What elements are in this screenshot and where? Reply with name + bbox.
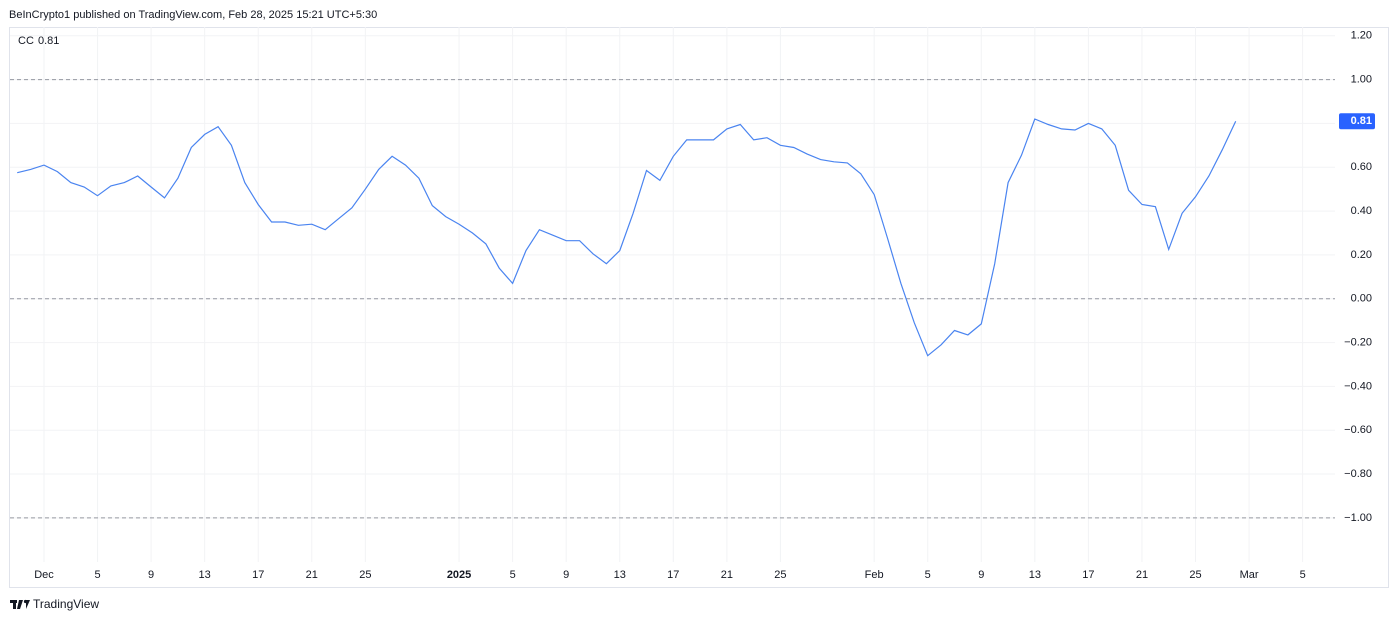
y-tick-label: 0.60 <box>1351 161 1372 173</box>
x-tick-label: Feb <box>865 569 884 581</box>
y-tick-label: 1.00 <box>1351 74 1372 86</box>
frame <box>9 27 1389 588</box>
last-value-badge <box>1339 113 1375 130</box>
x-tick-label: 21 <box>306 569 318 581</box>
x-tick-label: Mar <box>1240 569 1259 581</box>
last-value-label: 0.81 <box>1351 115 1372 127</box>
y-tick-label: 1.20 <box>1351 30 1372 42</box>
header: BeInCrypto1 published on TradingView.com… <box>9 9 377 21</box>
legend-name: CC <box>18 35 34 47</box>
x-tick-label: 21 <box>721 569 733 581</box>
x-tick-label: 13 <box>614 569 626 581</box>
footer-logo <box>10 599 30 609</box>
legend-value: 0.81 <box>38 35 59 47</box>
x-tick-label: 9 <box>563 569 569 581</box>
x-tick-label: Dec <box>34 569 54 581</box>
x-tick-label: 5 <box>510 569 516 581</box>
y-tick-label: 0.00 <box>1351 293 1372 305</box>
x-tick-label: 9 <box>148 569 154 581</box>
x-tick-label: 13 <box>199 569 211 581</box>
x-tick-label: 5 <box>925 569 931 581</box>
y-tick-label: 0.20 <box>1351 249 1372 261</box>
x-tick-label: 21 <box>1136 569 1148 581</box>
x-tick-label: 9 <box>978 569 984 581</box>
x-tick-label: 13 <box>1029 569 1041 581</box>
x-tick-label: 25 <box>359 569 371 581</box>
x-tick-label: 5 <box>94 569 100 581</box>
y-tick-label: −0.20 <box>1344 336 1372 348</box>
y-tick-label: 0.40 <box>1351 205 1372 217</box>
x-tick-label: 2025 <box>447 569 471 581</box>
footer: TradingView <box>33 597 99 611</box>
x-tick-label: 25 <box>774 569 786 581</box>
y-tick-label: −0.80 <box>1344 468 1372 480</box>
x-tick-label: 17 <box>252 569 264 581</box>
y-tick-label: −0.40 <box>1344 380 1372 392</box>
line <box>17 118 1237 357</box>
x-tick-label: 17 <box>1082 569 1094 581</box>
y-tick-label: −0.60 <box>1344 424 1372 436</box>
x-tick-label: 17 <box>667 569 679 581</box>
y-tick-label: −1.00 <box>1344 512 1372 524</box>
x-tick-label: 25 <box>1189 569 1201 581</box>
x-tick-label: 5 <box>1300 569 1306 581</box>
